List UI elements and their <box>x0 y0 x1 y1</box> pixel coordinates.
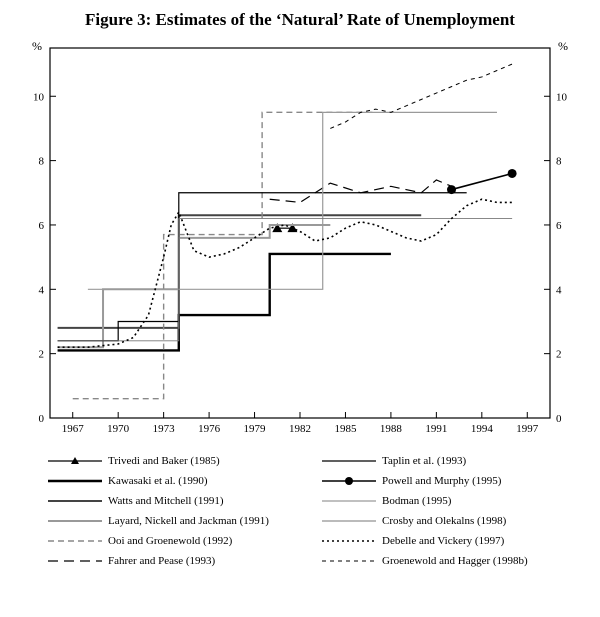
legend-item-crosby: Crosby and Olekalns (1998) <box>322 512 572 530</box>
legend-item-powell: Powell and Murphy (1995) <box>322 472 572 490</box>
legend-swatch <box>48 494 102 508</box>
figure-title: Figure 3: Estimates of the ‘Natural’ Rat… <box>10 10 590 30</box>
svg-text:1970: 1970 <box>107 423 130 435</box>
legend-swatch <box>322 554 376 568</box>
svg-text:4: 4 <box>39 284 45 296</box>
legend-swatch <box>322 514 376 528</box>
svg-text:6: 6 <box>39 220 45 232</box>
svg-text:2: 2 <box>39 349 45 361</box>
svg-text:%: % <box>32 39 42 53</box>
legend-label: Watts and Mitchell (1991) <box>108 495 224 507</box>
svg-text:10: 10 <box>33 91 45 103</box>
legend-label: Groenewold and Hagger (1998b) <box>382 555 528 567</box>
legend-label: Debelle and Vickery (1997) <box>382 535 504 547</box>
svg-text:4: 4 <box>556 284 562 296</box>
legend-label: Kawasaki et al. (1990) <box>108 475 208 487</box>
legend-label: Powell and Murphy (1995) <box>382 475 501 487</box>
svg-text:10: 10 <box>556 91 568 103</box>
legend-item-groenewold98: Groenewold and Hagger (1998b) <box>322 552 572 570</box>
svg-text:0: 0 <box>556 413 562 425</box>
svg-text:1976: 1976 <box>198 423 221 435</box>
legend-swatch <box>322 534 376 548</box>
svg-text:1967: 1967 <box>62 423 85 435</box>
legend-swatch <box>322 474 376 488</box>
legend-item-ooi: Ooi and Groenewold (1992) <box>48 532 298 550</box>
legend-item-kawasaki: Kawasaki et al. (1990) <box>48 472 298 490</box>
legend-swatch <box>322 494 376 508</box>
svg-text:8: 8 <box>556 156 562 168</box>
svg-text:%: % <box>558 39 568 53</box>
legend-label: Layard, Nickell and Jackman (1991) <box>108 515 269 527</box>
chart: 0 0 2 2 4 4 6 6 8 8 10 10 1967 1970 1973 1976 1979 1982 19… <box>10 36 590 446</box>
legend: Trivedi and Baker (1985) Taplin et al. (1… <box>48 452 572 570</box>
legend-item-layard: Layard, Nickell and Jackman (1991) <box>48 512 298 530</box>
legend-item-trivedi: Trivedi and Baker (1985) <box>48 452 298 470</box>
legend-item-bodman: Bodman (1995) <box>322 492 572 510</box>
svg-text:1994: 1994 <box>471 423 494 435</box>
legend-label: Bodman (1995) <box>382 495 451 507</box>
legend-label: Fahrer and Pease (1993) <box>108 555 215 567</box>
legend-item-taplin: Taplin et al. (1993) <box>322 452 572 470</box>
svg-text:6: 6 <box>556 220 562 232</box>
svg-text:2: 2 <box>556 349 562 361</box>
legend-item-debelle: Debelle and Vickery (1997) <box>322 532 572 550</box>
legend-label: Taplin et al. (1993) <box>382 455 466 467</box>
marker <box>508 169 517 178</box>
svg-text:1991: 1991 <box>425 423 447 435</box>
svg-text:1985: 1985 <box>334 423 357 435</box>
legend-swatch <box>48 474 102 488</box>
legend-swatch <box>48 554 102 568</box>
figure-container: Figure 3: Estimates of the ‘Natural’ Rat… <box>10 10 590 570</box>
legend-item-fahrer: Fahrer and Pease (1993) <box>48 552 298 570</box>
legend-swatch <box>322 454 376 468</box>
legend-label: Trivedi and Baker (1985) <box>108 455 220 467</box>
legend-label: Crosby and Olekalns (1998) <box>382 515 506 527</box>
svg-text:0: 0 <box>39 413 45 425</box>
legend-item-watts: Watts and Mitchell (1991) <box>48 492 298 510</box>
legend-label: Ooi and Groenewold (1992) <box>108 535 232 547</box>
svg-text:1982: 1982 <box>289 423 311 435</box>
svg-text:1988: 1988 <box>380 423 403 435</box>
svg-text:1979: 1979 <box>244 423 267 435</box>
legend-swatch <box>48 454 102 468</box>
svg-text:1973: 1973 <box>153 423 176 435</box>
svg-text:8: 8 <box>39 156 45 168</box>
legend-swatch <box>48 534 102 548</box>
legend-swatch <box>48 514 102 528</box>
svg-text:1997: 1997 <box>516 423 539 435</box>
marker <box>447 185 456 194</box>
